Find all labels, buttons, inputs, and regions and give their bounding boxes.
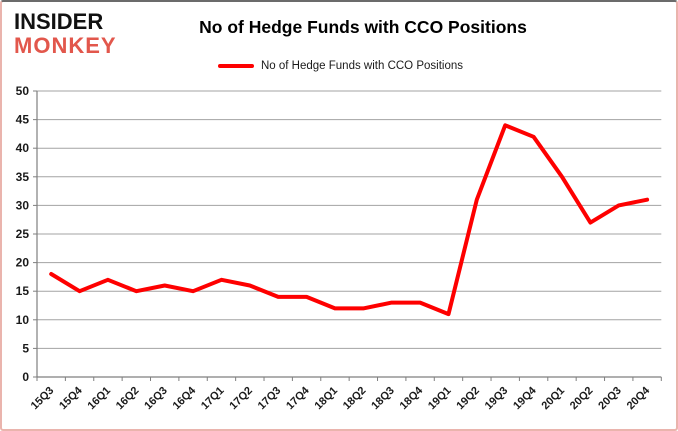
y-tick-label: 40 <box>16 141 30 155</box>
y-tick-label: 50 <box>16 84 30 98</box>
x-tick-label: 17Q4 <box>284 384 312 412</box>
series-line <box>49 123 650 317</box>
x-tick-label: 15Q4 <box>57 384 85 412</box>
y-tick-label: 25 <box>16 227 30 241</box>
x-tick-label: 18Q2 <box>341 385 369 413</box>
logo-word-insider: INSIDER <box>14 8 104 35</box>
x-tick-label: 19Q1 <box>426 385 454 413</box>
x-tick-label: 19Q4 <box>511 384 539 412</box>
x-tick-label: 16Q2 <box>114 385 142 413</box>
y-tick-label: 5 <box>22 341 29 355</box>
y-tick-label: 35 <box>16 170 30 184</box>
x-tick-label: 20Q2 <box>568 385 596 413</box>
x-tick-label: 18Q1 <box>313 385 341 413</box>
x-tick-label: 16Q1 <box>86 385 114 413</box>
x-tick-label: 17Q3 <box>256 385 284 413</box>
y-tick-label: 20 <box>16 256 30 270</box>
y-tick-label: 0 <box>22 370 29 384</box>
insider-monkey-logo: INSIDER MONKEY <box>14 8 117 58</box>
y-tick-label: 15 <box>16 284 30 298</box>
x-tick-label: 20Q4 <box>625 384 653 412</box>
x-tick-label: 20Q3 <box>596 385 624 413</box>
x-tick-label: 16Q4 <box>171 384 199 412</box>
chart-title: No of Hedge Funds with CCO Positions <box>199 17 527 37</box>
y-tick-label: 45 <box>16 113 30 127</box>
x-tick-label: 18Q3 <box>369 385 397 413</box>
y-tick-label: 10 <box>16 313 30 327</box>
legend: No of Hedge Funds with CCO Positions <box>218 60 463 72</box>
x-tick-label: 19Q3 <box>483 385 511 413</box>
x-tick-label: 20Q1 <box>540 385 568 413</box>
legend-line-swatch <box>218 64 254 68</box>
x-tick-label: 18Q4 <box>398 384 426 412</box>
legend-label: No of Hedge Funds with CCO Positions <box>261 60 463 72</box>
x-tick-label: 15Q3 <box>29 385 57 413</box>
x-tick-label: 17Q1 <box>199 385 227 413</box>
x-tick-label: 19Q2 <box>454 385 482 413</box>
logo-word-monkey: MONKEY <box>14 33 117 58</box>
x-tick-label: 16Q3 <box>142 385 170 413</box>
y-tick-label: 30 <box>16 198 30 212</box>
x-tick-label: 17Q2 <box>227 385 255 413</box>
